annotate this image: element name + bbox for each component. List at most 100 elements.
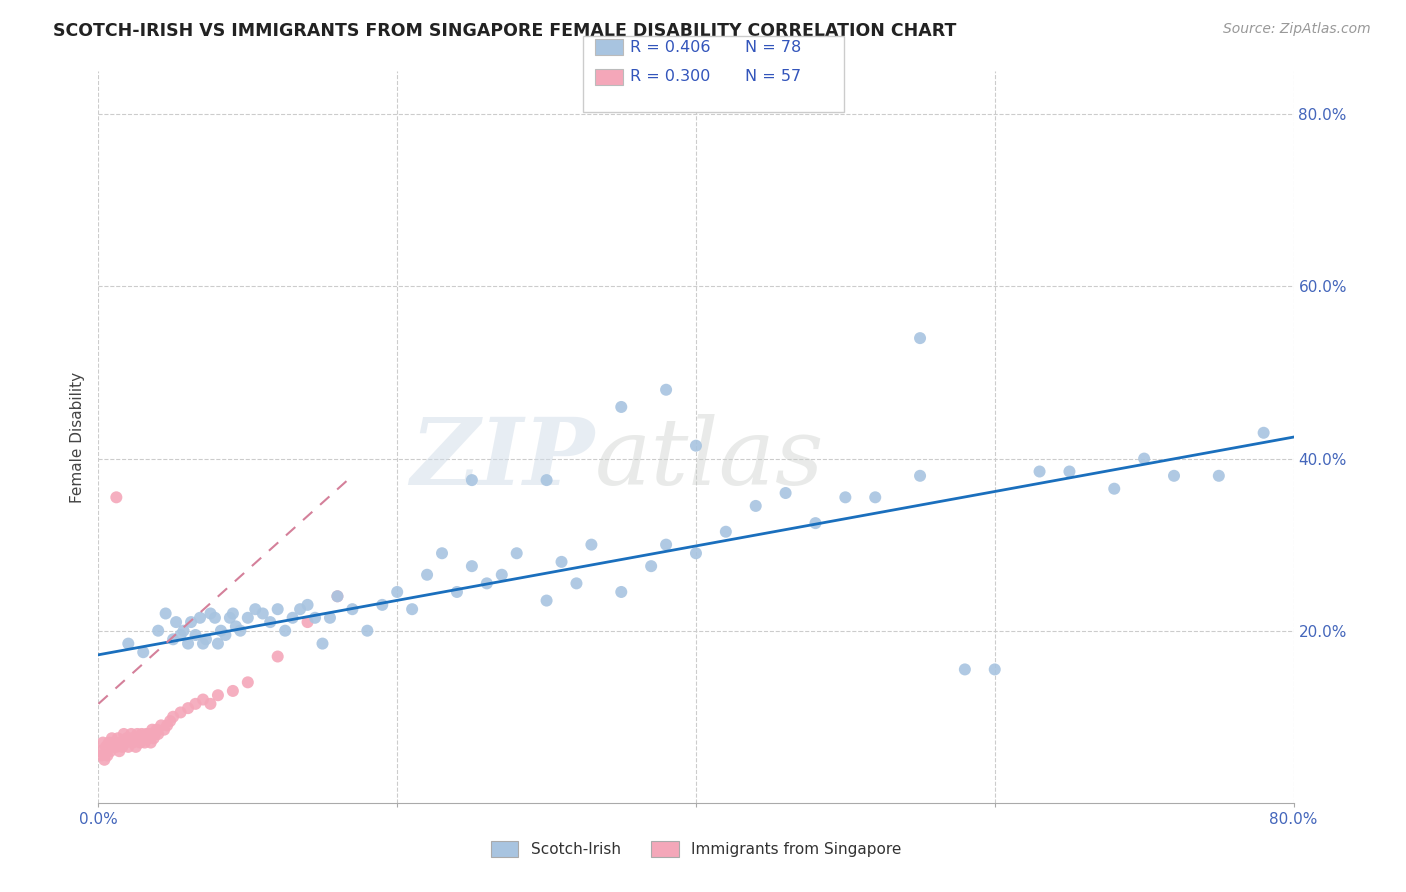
Point	[1133, 451, 1156, 466]
Point	[908, 331, 931, 345]
Point	[685, 439, 707, 453]
Point	[200, 697, 222, 711]
Point	[184, 697, 207, 711]
Point	[89, 744, 111, 758]
Point	[145, 723, 167, 737]
Point	[207, 688, 229, 702]
Text: atlas: atlas	[595, 414, 824, 504]
Point	[90, 748, 112, 763]
Point	[129, 735, 152, 749]
Point	[655, 538, 678, 552]
Point	[775, 486, 797, 500]
Point	[385, 585, 409, 599]
Point	[132, 645, 155, 659]
Point	[1028, 465, 1050, 479]
Point	[865, 491, 887, 505]
Point	[834, 491, 856, 505]
Point	[267, 649, 290, 664]
Point	[288, 602, 311, 616]
Point	[908, 468, 931, 483]
Point	[125, 739, 148, 754]
Point	[148, 624, 170, 638]
Point	[191, 637, 214, 651]
Point	[127, 727, 149, 741]
Point	[162, 632, 184, 647]
Point	[984, 662, 1007, 676]
Point	[207, 637, 229, 651]
Point	[96, 748, 118, 763]
Point	[550, 555, 572, 569]
Point	[169, 628, 191, 642]
Point	[714, 524, 737, 539]
Point	[132, 731, 155, 746]
Point	[103, 739, 125, 754]
Point	[121, 735, 143, 749]
Point	[115, 731, 138, 746]
Point	[156, 718, 179, 732]
Text: N = 57: N = 57	[745, 70, 801, 84]
Text: ZIP: ZIP	[411, 414, 595, 504]
Point	[252, 607, 274, 621]
Point	[107, 731, 129, 746]
Point	[219, 611, 242, 625]
Point	[1253, 425, 1275, 440]
Point	[267, 602, 290, 616]
Point	[430, 546, 453, 560]
Point	[94, 739, 117, 754]
Point	[112, 727, 135, 741]
Point	[97, 735, 120, 749]
Point	[104, 735, 127, 749]
Point	[565, 576, 588, 591]
Point	[153, 723, 176, 737]
Point	[229, 624, 252, 638]
Point	[209, 624, 232, 638]
Point	[105, 739, 128, 754]
Point	[91, 735, 114, 749]
Point	[114, 735, 136, 749]
Point	[326, 589, 349, 603]
Point	[111, 739, 134, 754]
Point	[110, 735, 132, 749]
Point	[105, 491, 128, 505]
Point	[142, 731, 165, 746]
Point	[1059, 465, 1081, 479]
Point	[326, 589, 349, 603]
Point	[148, 727, 170, 741]
Point	[297, 615, 319, 629]
Point	[446, 585, 468, 599]
Point	[311, 637, 333, 651]
Point	[204, 611, 226, 625]
Point	[536, 473, 558, 487]
Point	[98, 744, 122, 758]
Point	[371, 598, 394, 612]
Point	[581, 538, 603, 552]
Point	[225, 619, 247, 633]
Text: R = 0.300: R = 0.300	[630, 70, 710, 84]
Point	[135, 727, 157, 741]
Point	[117, 637, 139, 651]
Point	[610, 400, 633, 414]
Point	[188, 611, 211, 625]
Point	[655, 383, 678, 397]
Point	[356, 624, 378, 638]
Point	[191, 692, 214, 706]
Text: N = 78: N = 78	[745, 40, 801, 54]
Point	[1104, 482, 1126, 496]
Point	[155, 607, 177, 621]
Point	[1208, 468, 1230, 483]
Point	[200, 607, 222, 621]
Point	[475, 576, 498, 591]
Point	[1163, 468, 1185, 483]
Y-axis label: Female Disability: Female Disability	[70, 371, 86, 503]
Point	[236, 611, 259, 625]
Point	[134, 735, 156, 749]
Point	[159, 714, 181, 728]
Point	[169, 706, 191, 720]
Point	[342, 602, 364, 616]
Point	[274, 624, 297, 638]
Point	[281, 611, 304, 625]
Point	[640, 559, 662, 574]
Point	[953, 662, 976, 676]
Point	[536, 593, 558, 607]
Point	[120, 727, 142, 741]
